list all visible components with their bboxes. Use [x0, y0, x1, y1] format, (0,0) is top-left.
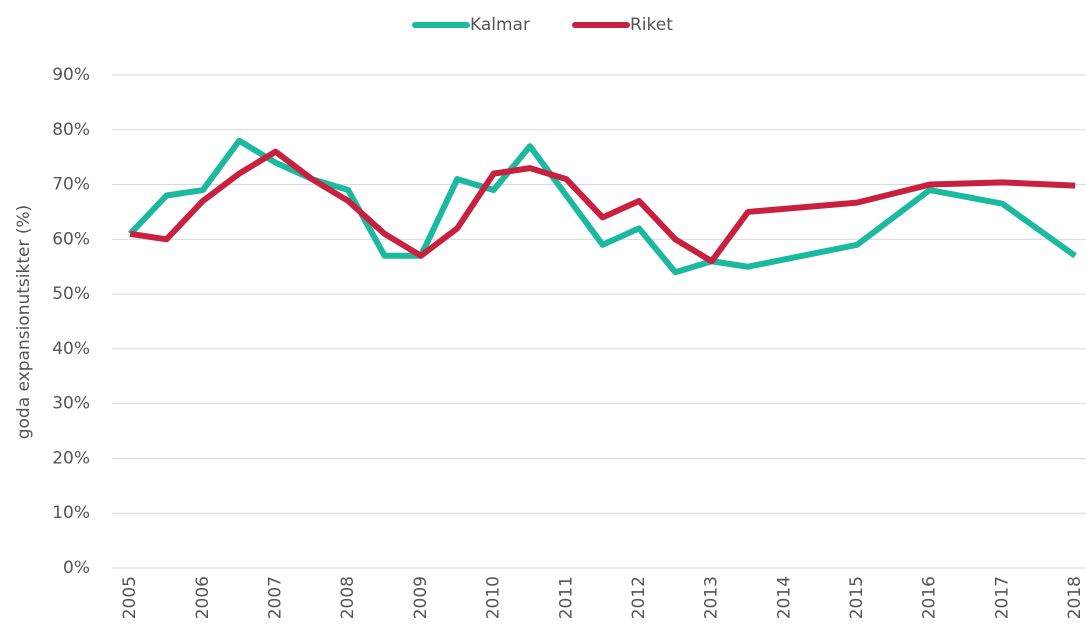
x-tick-label: 2018	[1065, 576, 1085, 619]
x-tick-label: 2013	[702, 576, 722, 619]
y-tick-label: 50%	[52, 284, 90, 304]
x-tick-label: 2007	[266, 576, 286, 619]
x-tick-label: 2012	[629, 576, 649, 619]
x-tick-label: 2006	[193, 576, 213, 619]
x-tick-label: 2008	[338, 576, 358, 619]
x-tick-label: 2017	[992, 576, 1012, 619]
y-tick-label: 70%	[52, 175, 90, 195]
x-tick-label: 2015	[847, 576, 867, 619]
y-tick-label: 0%	[63, 558, 90, 578]
y-tick-label: 30%	[52, 394, 90, 414]
line-series	[127, 137, 1077, 276]
x-tick-label: 2016	[920, 576, 940, 619]
x-tick-label: 2014	[774, 576, 794, 619]
legend-label: Riket	[630, 15, 673, 35]
y-tick-label: 10%	[52, 503, 90, 523]
x-tick-label: 2011	[556, 576, 576, 619]
x-tick-label: 2005	[120, 576, 140, 619]
y-tick-label: 20%	[52, 448, 90, 468]
y-axis-label: goda expansionutsikter (%)	[14, 205, 34, 440]
y-tick-label: 90%	[52, 65, 90, 85]
x-tick-label: 2009	[411, 576, 431, 619]
y-tick-label: 40%	[52, 339, 90, 359]
legend-label: Kalmar	[470, 15, 530, 35]
y-tick-label: 60%	[52, 229, 90, 249]
line-series	[129, 148, 1076, 265]
y-tick-label: 80%	[52, 120, 90, 140]
x-tick-label: 2010	[484, 576, 504, 619]
